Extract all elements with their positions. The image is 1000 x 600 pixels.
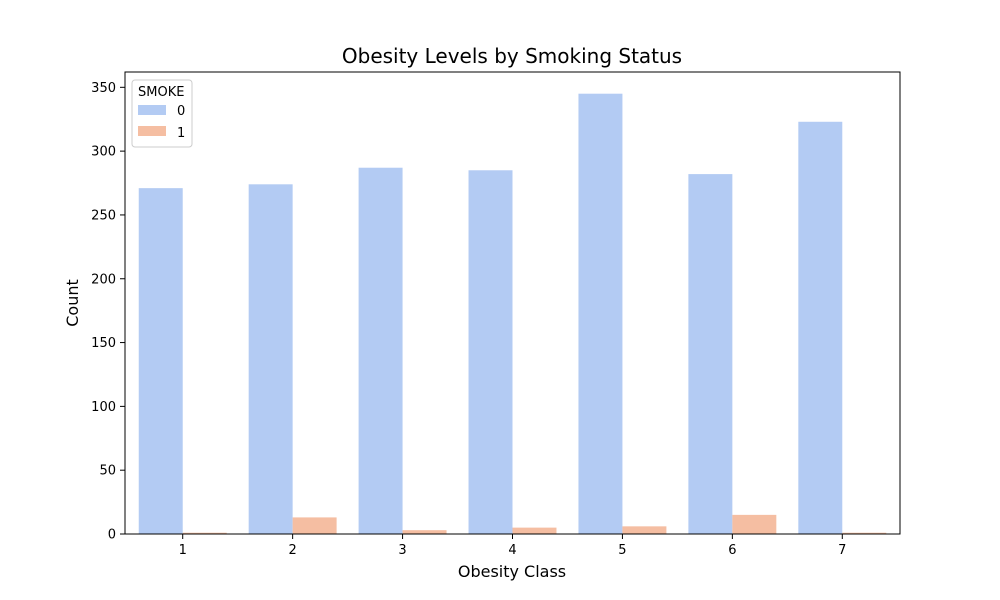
bar-class-1-smoke-1 <box>182 532 227 534</box>
bar-class-3-smoke-1 <box>402 530 447 534</box>
bar-class-4-smoke-0 <box>468 170 513 534</box>
bar-class-5-smoke-0 <box>578 93 623 534</box>
bar-class-2-smoke-0 <box>248 184 293 534</box>
y-axis-label: Count <box>63 279 82 327</box>
legend: SMOKE 0 1 <box>131 79 193 148</box>
bar-class-3-smoke-0 <box>358 167 403 534</box>
x-tick-label: 1 <box>179 543 187 558</box>
bar-class-4-smoke-1 <box>512 527 557 534</box>
y-tick-label: 100 <box>91 400 116 415</box>
legend-label-0: 0 <box>177 104 185 119</box>
x-tick-label: 4 <box>508 543 516 558</box>
legend-swatch-0 <box>138 105 166 115</box>
y-tick-label: 250 <box>91 208 116 223</box>
bar-class-7-smoke-1 <box>842 532 887 534</box>
y-tick-label: 200 <box>91 272 116 287</box>
x-tick-label: 5 <box>618 543 626 558</box>
y-tick-label: 300 <box>91 145 116 160</box>
x-tick-label: 2 <box>289 543 297 558</box>
y-axis: 0 50 100 150 200 250 300 350 <box>91 81 125 543</box>
y-tick-label: 50 <box>99 464 116 479</box>
legend-swatch-1 <box>138 126 166 136</box>
chart-title: Obesity Levels by Smoking Status <box>342 44 682 68</box>
y-tick-label: 150 <box>91 336 116 351</box>
bar-class-2-smoke-1 <box>292 517 337 534</box>
legend-title: SMOKE <box>138 85 184 100</box>
bar-class-5-smoke-1 <box>622 526 667 534</box>
bar-class-6-smoke-1 <box>732 514 777 534</box>
y-tick-label: 350 <box>91 81 116 96</box>
bar-class-7-smoke-0 <box>798 121 843 534</box>
x-axis: 1 2 3 4 5 6 7 <box>179 534 846 558</box>
x-tick-label: 7 <box>838 543 846 558</box>
bars-layer <box>138 93 887 535</box>
bar-class-1-smoke-0 <box>138 188 183 534</box>
x-tick-label: 6 <box>728 543 736 558</box>
x-tick-label: 3 <box>398 543 406 558</box>
bar-class-6-smoke-0 <box>688 174 733 535</box>
x-axis-label: Obesity Class <box>458 562 566 581</box>
legend-label-1: 1 <box>177 126 185 141</box>
y-tick-label: 0 <box>108 528 116 543</box>
